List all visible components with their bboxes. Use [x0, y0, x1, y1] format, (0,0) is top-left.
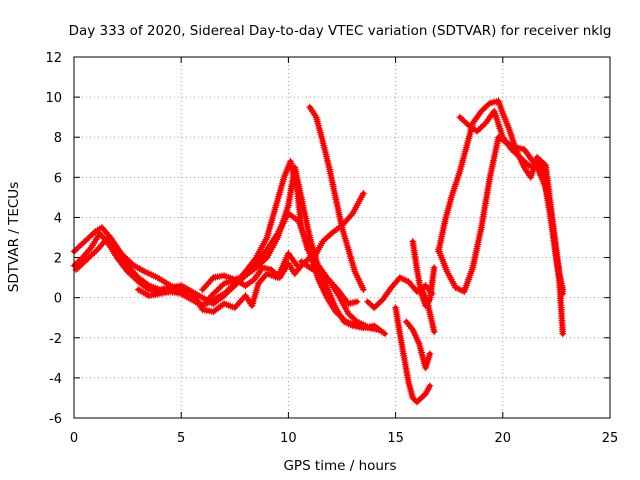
y-tick-label: 6	[54, 171, 62, 186]
y-tick-label: -6	[49, 412, 62, 427]
y-axis-label: SDTVAR / TECUs	[6, 182, 22, 292]
series-arc-o	[435, 133, 567, 298]
x-tick-label: 0	[70, 431, 78, 446]
series-arc-f	[306, 103, 367, 294]
chart-title: Day 333 of 2020, Sidereal Day-to-day VTE…	[69, 23, 612, 39]
series-arc-p	[456, 107, 567, 294]
x-tick-label: 20	[495, 431, 512, 446]
x-tick-label: 15	[387, 431, 404, 446]
x-axis-label: GPS time / hours	[283, 458, 396, 474]
y-tick-label: 4	[54, 211, 62, 226]
series-markers	[456, 107, 567, 294]
series-markers	[435, 133, 567, 298]
data-series	[70, 97, 567, 406]
y-axis-ticks: -6 -4 -2 0 2 4 6 8 10 12	[45, 51, 610, 427]
grid-lines	[73, 56, 611, 419]
series-arc-d	[134, 250, 301, 316]
series-arc-k	[402, 318, 434, 372]
series-markers	[199, 260, 299, 294]
series-arc-j	[392, 304, 434, 406]
x-tick-label: 25	[602, 431, 619, 446]
y-tick-label: 12	[45, 51, 62, 66]
y-tick-label: 2	[54, 252, 62, 267]
y-tick-label: -2	[49, 332, 62, 347]
plot-frame	[73, 56, 611, 419]
y-tick-label: 10	[45, 91, 62, 106]
x-tick-label: 10	[280, 431, 297, 446]
y-tick-label: -4	[49, 372, 62, 387]
x-tick-label: 5	[177, 431, 185, 446]
series-markers	[392, 304, 434, 406]
y-tick-label: 0	[54, 292, 62, 307]
series-arc-e	[199, 260, 299, 294]
series-arc-m	[417, 284, 438, 336]
x-axis-ticks: 0 5 10 15 20 25	[70, 57, 618, 446]
series-markers	[306, 103, 367, 294]
series-arc-h	[297, 258, 370, 330]
series-markers	[417, 284, 438, 336]
series-markers	[402, 318, 434, 372]
y-tick-label: 8	[54, 131, 62, 146]
series-markers	[297, 258, 370, 330]
series-markers	[134, 250, 301, 316]
